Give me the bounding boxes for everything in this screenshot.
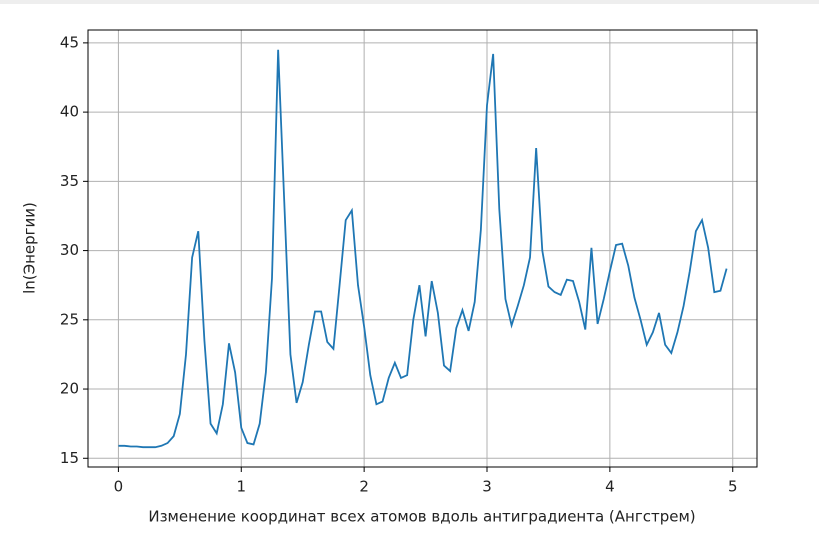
line-series bbox=[118, 49, 728, 449]
x-tick-label: 1 bbox=[237, 478, 247, 496]
y-tick-label: 40 bbox=[60, 103, 79, 121]
y-tick-label: 15 bbox=[60, 449, 79, 467]
y-tick-label: 20 bbox=[60, 380, 79, 398]
y-axis-label: ln(Энергии) bbox=[21, 202, 39, 294]
y-tick-label: 30 bbox=[60, 241, 79, 259]
plot-frame bbox=[87, 29, 758, 468]
x-axis-label: Изменение координат всех атомов вдоль ан… bbox=[148, 508, 695, 526]
x-tick-label: 3 bbox=[482, 478, 492, 496]
top-band bbox=[0, 0, 819, 4]
x-tick-label: 0 bbox=[114, 478, 124, 496]
y-tick-label: 35 bbox=[60, 172, 79, 190]
y-tick-label: 45 bbox=[60, 33, 79, 51]
x-tick-label: 4 bbox=[605, 478, 615, 496]
x-tick-label: 5 bbox=[728, 478, 738, 496]
y-tick-label: 25 bbox=[60, 310, 79, 328]
x-tick-label: 2 bbox=[359, 478, 369, 496]
